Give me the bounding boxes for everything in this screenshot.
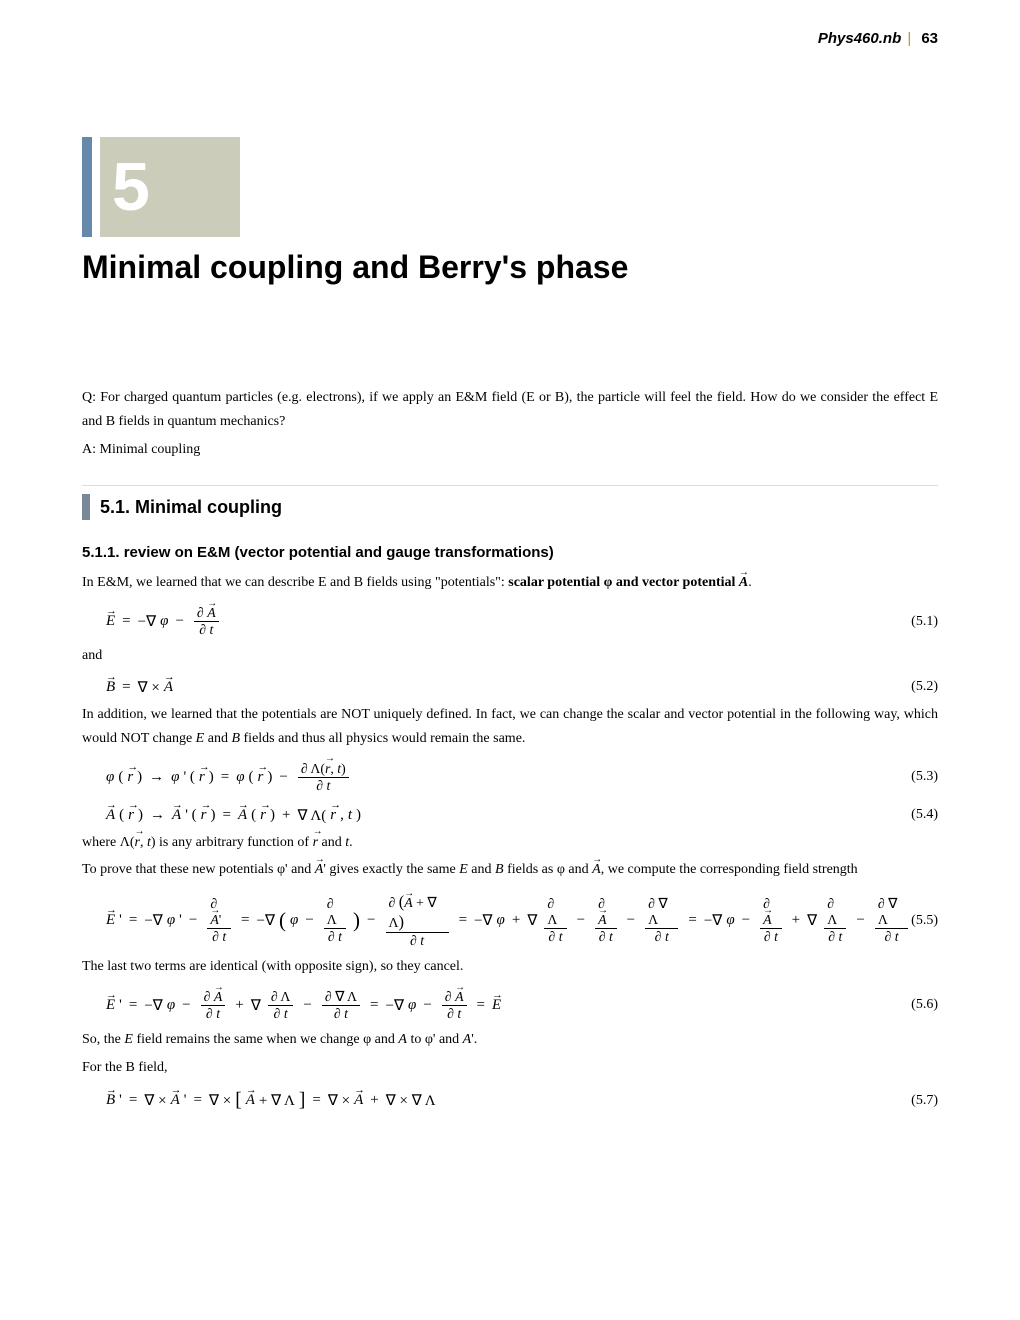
doc-name: Phys460.nb (818, 30, 901, 47)
equation-number: (5.1) (911, 614, 938, 630)
chapter-number-block: 5 (82, 137, 938, 237)
equation-5-3: φ(r)→φ' (r)=φ(r)− ∂ Λ(r, t)∂ t (5.3) (82, 755, 938, 800)
equation-5-7: B'=∇ × A'=∇ × [A + ∇ Λ]=∇ × A+∇ × ∇ Λ (5… (82, 1084, 938, 1118)
paragraph-7: For the B field, (82, 1056, 938, 1080)
intro-answer: A: Minimal coupling (82, 438, 938, 462)
equation-5-5: E'=−∇ φ'− ∂ A'∂ t =−∇(φ− ∂ Λ∂ t) − ∂ (A … (82, 886, 938, 955)
intro-question: Q: For charged quantum particles (e.g. e… (82, 386, 938, 434)
section-heading: 5.1. Minimal coupling (82, 494, 938, 520)
equation-number: (5.6) (911, 997, 938, 1013)
equation-5-2: B=∇ × A (5.2) (82, 672, 938, 703)
subsection-title: 5.1.1. review on E&M (vector potential a… (82, 544, 938, 561)
equation-number: (5.7) (911, 1093, 938, 1109)
chapter-title: Minimal coupling and Berry's phase (82, 249, 938, 286)
section-accent-bar (82, 494, 90, 520)
equation-number: (5.3) (911, 769, 938, 785)
paragraph-6: So, the E field remains the same when we… (82, 1028, 938, 1052)
paragraph-3: where Λ(r, t) is any arbitrary function … (82, 831, 938, 855)
equation-5-1: E=−∇ φ− ∂ A∂ t (5.1) (82, 599, 938, 644)
equation-5-6: E'=−∇ φ− ∂ A∂ t +∇ ∂ Λ∂ t − ∂ ∇ Λ∂ t =−∇… (82, 983, 938, 1028)
chapter-accent-bar (82, 137, 92, 237)
paragraph-1: In E&M, we learned that we can describe … (82, 571, 938, 595)
section-title: 5.1. Minimal coupling (100, 497, 282, 518)
equation-5-4: A(r)→A' (r)=A(r)+∇ Λ(r, t) (5.4) (82, 800, 938, 831)
page-header: Phys460.nb | 63 (82, 30, 938, 47)
chapter-number: 5 (112, 148, 150, 226)
equation-number: (5.2) (911, 679, 938, 695)
chapter-number-bg: 5 (100, 137, 240, 237)
section-divider (82, 485, 938, 486)
equation-number: (5.4) (911, 807, 938, 823)
paragraph-2: In addition, we learned that the potenti… (82, 703, 938, 751)
equation-number: (5.5) (911, 913, 938, 929)
page-number: 63 (921, 30, 938, 47)
paragraph-5: The last two terms are identical (with o… (82, 955, 938, 979)
and-text: and (82, 644, 938, 668)
paragraph-4: To prove that these new potentials φ' an… (82, 858, 938, 882)
header-separator: | (907, 30, 911, 47)
